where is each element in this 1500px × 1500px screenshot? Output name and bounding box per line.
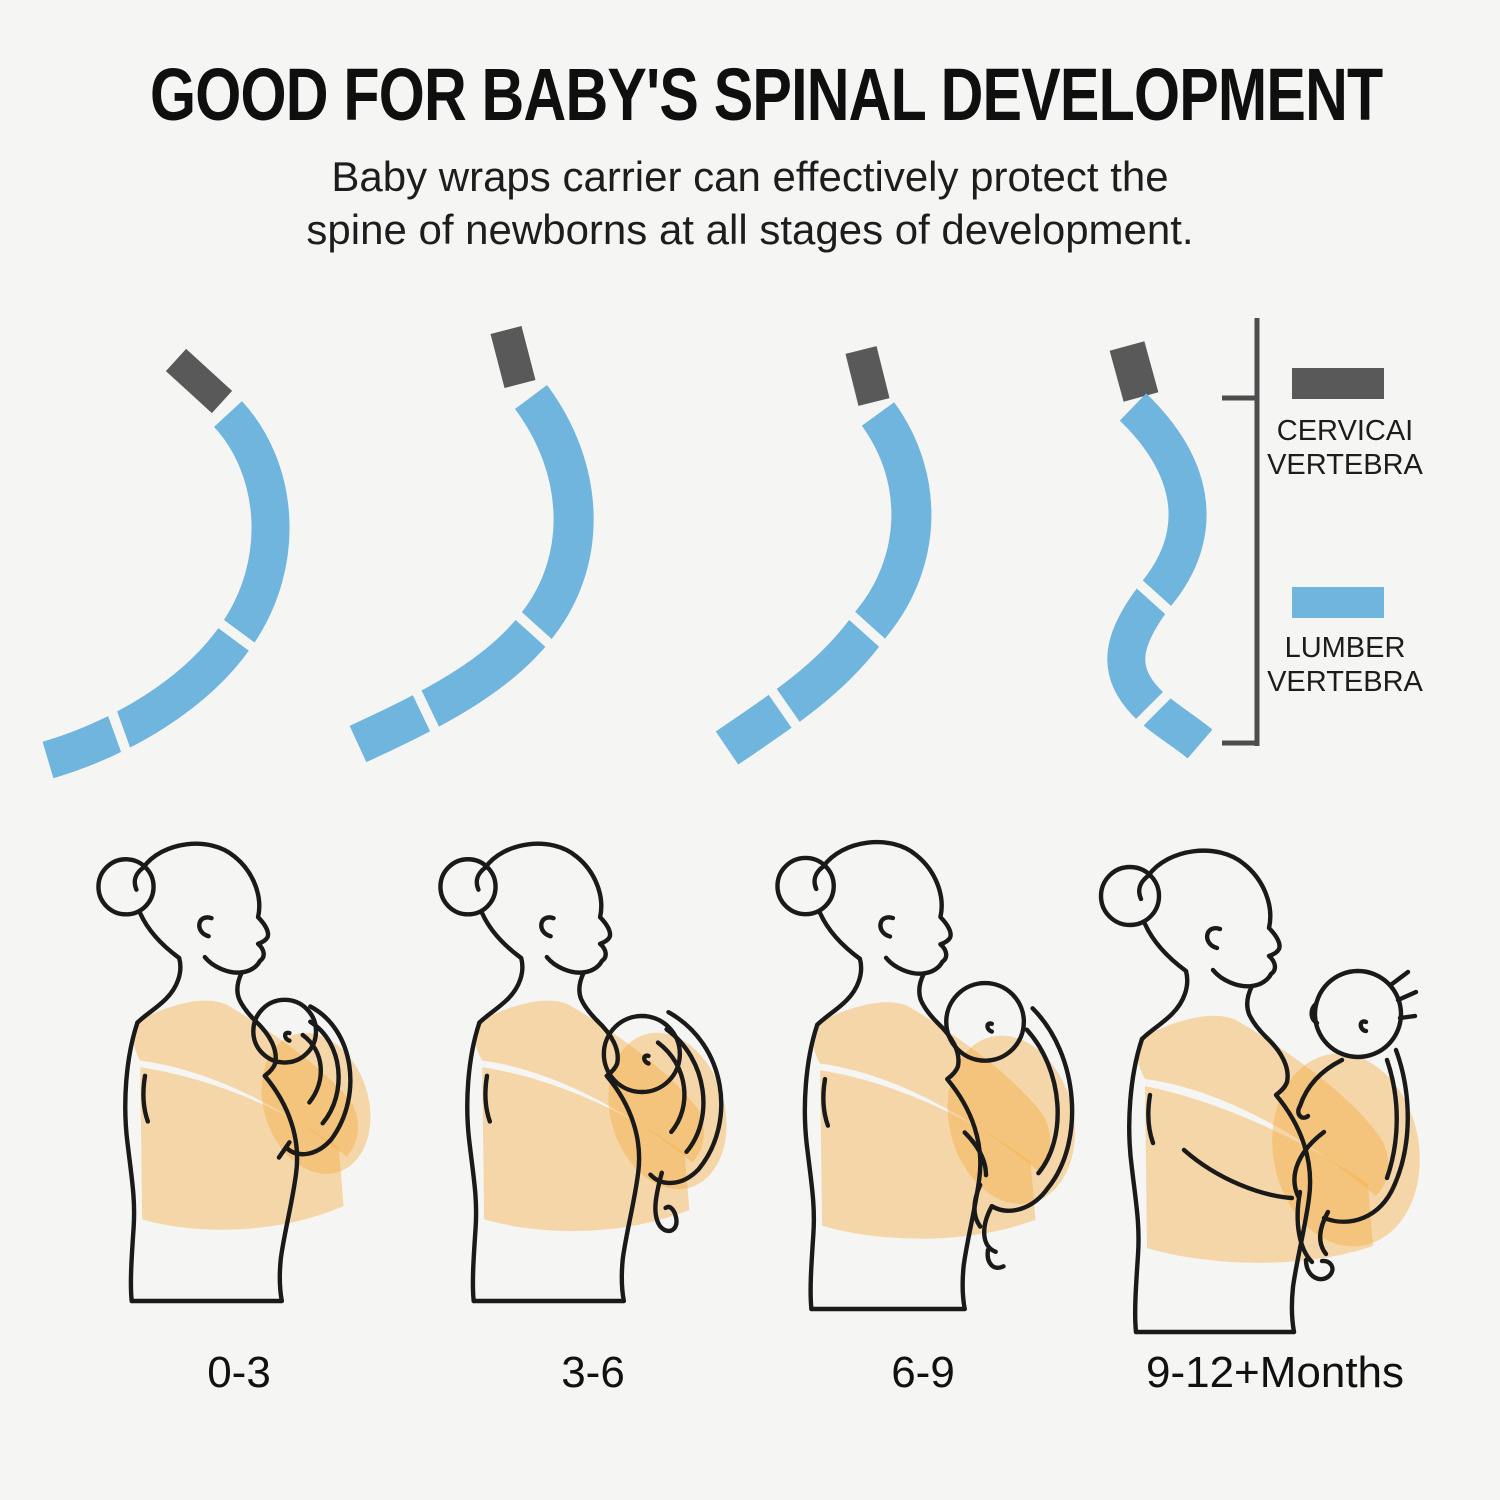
lumbar-vertebra-curve xyxy=(42,401,290,779)
segment-gap xyxy=(107,710,135,764)
baby-back-curl xyxy=(1033,1008,1073,1187)
wrap-sash xyxy=(132,1000,359,1157)
subtitle-line-2: spine of newborns at all stages of devel… xyxy=(306,206,1194,254)
baby-head xyxy=(1315,971,1401,1057)
carry-figure-0-3 xyxy=(98,844,371,1301)
spine-stage-2 xyxy=(349,325,594,763)
wrap-sash xyxy=(474,1000,704,1163)
baby-nose xyxy=(1312,1004,1317,1023)
cervical-label-line-1: CERVICAI xyxy=(1277,415,1413,447)
wrap-shading xyxy=(132,1000,371,1230)
baby-leg xyxy=(984,1206,996,1252)
baby-back-curl xyxy=(287,1007,351,1155)
subtitle-line-1: Baby wraps carrier can effectively prote… xyxy=(331,153,1169,200)
baby-head xyxy=(604,1016,680,1092)
baby-knee-line xyxy=(1320,1212,1328,1254)
baby-newborn xyxy=(253,1000,350,1158)
baby-head xyxy=(946,983,1024,1061)
baby-ear xyxy=(1361,1021,1366,1031)
baby-leg xyxy=(655,1173,676,1231)
wrap-band xyxy=(1145,1086,1373,1263)
age-label-6-9: 6-9 xyxy=(891,1348,955,1397)
carry-figures xyxy=(0,818,1420,1358)
baby-hair-spike xyxy=(1398,992,1416,1000)
baby-ear xyxy=(644,1056,648,1064)
cervical-vertebra-segment xyxy=(845,346,890,406)
cervical-vertebra-segment xyxy=(1109,341,1159,402)
baby-hand xyxy=(1298,1106,1308,1118)
wrap-line-outer xyxy=(310,1022,338,1124)
baby-arm xyxy=(1300,1060,1342,1106)
spine-stage-4 xyxy=(1107,341,1213,759)
lumbar-label-line-1: LUMBER xyxy=(1285,632,1406,664)
spine-range-bracket xyxy=(1222,318,1260,746)
wrap-line-inner xyxy=(658,1043,684,1132)
segment-gap xyxy=(1133,578,1181,622)
lumbar-vertebra-curve xyxy=(349,385,594,763)
baby-ear xyxy=(987,1024,991,1032)
baby-bottom xyxy=(1324,1186,1394,1222)
wrap-pouch xyxy=(261,1032,371,1174)
baby-bottom xyxy=(992,1188,1048,1211)
baby-head xyxy=(253,1000,316,1063)
baby-foot xyxy=(1306,1260,1332,1279)
baby-hair-spike xyxy=(1392,972,1408,984)
cervical-label-line-2: VERTEBRA xyxy=(1267,449,1423,481)
segment-gap xyxy=(508,606,556,650)
baby-back xyxy=(1394,1050,1408,1186)
segment-gap xyxy=(1130,688,1174,732)
carry-figure-6-9 xyxy=(777,842,1075,1309)
subtitle: Baby wraps carrier can effectively prote… xyxy=(0,150,1500,257)
segment-gap xyxy=(210,613,262,657)
lumbar-vertebra-curve xyxy=(1107,393,1213,759)
segment-gap xyxy=(765,685,807,737)
segment-gap xyxy=(845,609,893,653)
baby-spine-line xyxy=(1387,1060,1397,1178)
baby-hand xyxy=(279,1142,289,1157)
age-label-0-3: 0-3 xyxy=(207,1348,271,1397)
carry-figure-3-6 xyxy=(440,844,727,1301)
wrap-line-outer xyxy=(1027,1030,1058,1174)
cervical-vertebra-segment xyxy=(490,325,536,389)
spine-development-diagram: CERVICAI VERTEBRA LUMBER VERTEBRA xyxy=(42,318,1424,779)
baby-foot xyxy=(988,1250,1004,1268)
wrap-band xyxy=(820,1070,1036,1239)
baby-hair-spike xyxy=(1400,1016,1415,1018)
lumbar-vertebra-curve xyxy=(715,402,932,765)
wrap-sash xyxy=(812,1002,1051,1172)
legend: CERVICAI VERTEBRA LUMBER VERTEBRA xyxy=(1267,368,1424,698)
spine-stage-3 xyxy=(715,346,932,765)
wrap-sash xyxy=(1137,1015,1389,1196)
lumbar-label-line-2: VERTEBRA xyxy=(1267,666,1423,698)
segment-gap xyxy=(407,679,441,735)
wrap-line-inner xyxy=(303,1035,321,1102)
wrap-shading xyxy=(812,1002,1075,1239)
baby-toddler xyxy=(1184,971,1416,1279)
baby-shin xyxy=(1298,1192,1312,1262)
wrap-line-outer xyxy=(667,1029,704,1152)
carry-figure-9-12 xyxy=(1101,851,1420,1332)
cervical-swatch xyxy=(1292,368,1384,399)
baby-ear xyxy=(285,1033,289,1041)
age-label-9-12: 9-12+Months xyxy=(1145,1348,1405,1397)
age-label-3-6: 3-6 xyxy=(561,1348,625,1397)
mother-arm-support xyxy=(1184,1150,1292,1198)
baby-back-curl xyxy=(650,1012,721,1183)
baby-thigh xyxy=(1294,1132,1324,1196)
page-title: GOOD FOR BABY'S SPINAL DEVELOPMENT xyxy=(150,53,1383,136)
cervical-vertebra-segment xyxy=(165,348,233,414)
lumbar-swatch xyxy=(1292,587,1384,618)
wrap-shading xyxy=(1137,1015,1420,1263)
spine-stage-1 xyxy=(42,348,290,779)
baby-infant xyxy=(604,1012,721,1231)
